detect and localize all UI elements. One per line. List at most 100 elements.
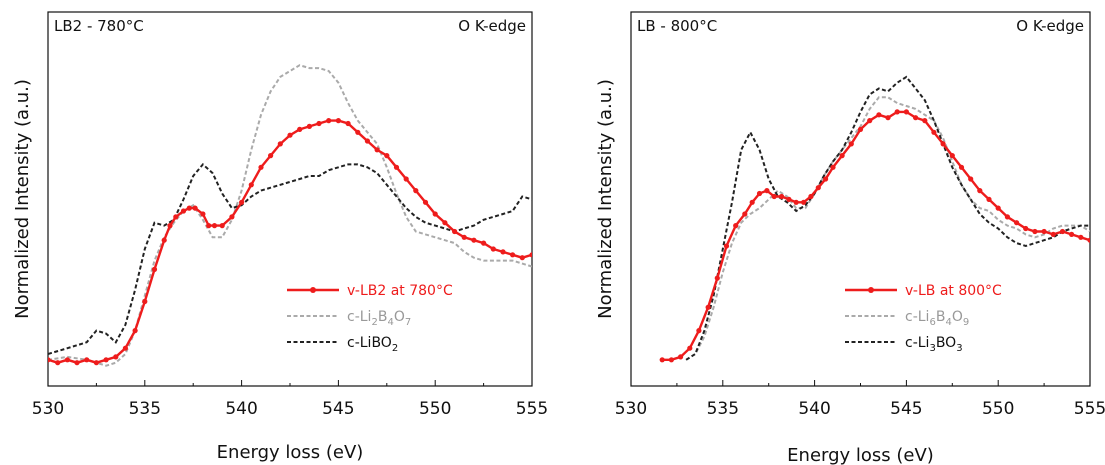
data-point — [894, 109, 900, 115]
data-point — [151, 266, 158, 272]
data-point — [771, 193, 777, 200]
data-point — [867, 118, 873, 124]
data-point — [64, 357, 70, 363]
y-axis-label: Normalized Intensity (a.u.) — [595, 79, 616, 319]
data-point — [384, 153, 390, 159]
data-point — [922, 118, 928, 124]
data-point — [422, 199, 429, 205]
data-point — [958, 164, 965, 170]
x-tick-label: 555 — [1074, 399, 1105, 419]
data-point — [1014, 220, 1020, 226]
data-point — [122, 345, 128, 351]
data-point — [306, 123, 312, 129]
data-point — [705, 304, 711, 310]
x-tick-label: 540 — [798, 399, 830, 419]
data-point — [229, 214, 235, 220]
data-point — [931, 129, 937, 135]
data-point — [364, 138, 370, 144]
data-point — [403, 176, 409, 182]
x-tick-label: 555 — [516, 399, 548, 419]
data-point — [48, 357, 51, 363]
data-point — [823, 176, 829, 182]
data-point — [903, 109, 910, 115]
data-point — [1041, 228, 1047, 235]
data-point — [659, 357, 665, 363]
chart-panel-2: 530 535 540 545 550 555 Energy loss (eV) Normal… — [595, 11, 1105, 465]
legend-label: c-Li2B4O7 — [347, 309, 411, 328]
data-point — [374, 147, 380, 153]
data-point — [764, 188, 770, 194]
legend-label: v-LB2 at 780°C — [347, 283, 453, 299]
x-axis-label: Energy loss (eV) — [217, 442, 364, 463]
panel-label: LB - 800°C — [637, 17, 717, 35]
legend-label: c-Li3BO3 — [905, 335, 963, 354]
data-point — [696, 328, 702, 334]
data-point — [345, 120, 351, 127]
data-point — [714, 275, 720, 281]
data-point — [461, 234, 467, 240]
data-point — [1032, 228, 1038, 235]
x-tick-label: 535 — [707, 399, 739, 419]
data-point — [808, 193, 814, 200]
legend-label: c-Li6B4O9 — [905, 309, 969, 328]
data-point — [219, 223, 225, 229]
data-point — [913, 115, 919, 121]
series-line-1 — [48, 119, 532, 364]
legend-marker — [868, 287, 874, 293]
data-point — [1078, 234, 1084, 240]
data-point — [84, 357, 90, 363]
data-point — [1004, 214, 1011, 220]
x-tick-label: 545 — [890, 399, 922, 419]
data-point — [1069, 231, 1075, 237]
data-point — [1023, 225, 1029, 232]
data-point — [830, 164, 836, 170]
data-point — [442, 220, 448, 226]
data-point — [848, 141, 854, 147]
data-point — [142, 298, 148, 305]
data-point — [786, 196, 792, 202]
data-point — [316, 120, 322, 127]
x-tick-label: 550 — [982, 399, 1014, 419]
data-point — [355, 129, 361, 135]
data-point — [277, 141, 283, 147]
data-point — [839, 153, 845, 159]
data-point — [940, 141, 946, 147]
data-point — [986, 196, 992, 202]
edge-label: O K-edge — [1016, 17, 1084, 35]
data-point — [1059, 228, 1066, 235]
data-point — [815, 185, 821, 191]
data-point — [268, 153, 274, 159]
x-tick-label: 535 — [129, 399, 161, 419]
x-tick-label: 540 — [225, 399, 257, 419]
data-point — [977, 188, 983, 194]
data-point — [668, 357, 675, 363]
data-point — [529, 252, 532, 258]
data-point — [113, 354, 119, 360]
data-point — [211, 223, 218, 229]
chart-panel-1: 530 535 540 545 550 555 Energy loss (eV) Normal… — [12, 11, 548, 463]
data-point — [949, 153, 955, 159]
y-axis-label: Normalized Intensity (a.u.) — [12, 79, 33, 319]
data-point — [326, 118, 332, 124]
data-point — [297, 126, 303, 132]
data-point — [857, 126, 864, 132]
x-tick-label: 530 — [32, 399, 64, 419]
data-point — [1050, 231, 1056, 237]
data-point — [258, 164, 264, 170]
data-point — [733, 223, 739, 229]
data-point — [793, 199, 799, 205]
data-point — [519, 255, 525, 261]
data-point — [248, 182, 254, 188]
x-tick-label: 530 — [615, 399, 647, 419]
panel-label: LB2 - 780°C — [54, 17, 144, 35]
data-point — [471, 237, 477, 243]
data-point — [779, 193, 785, 200]
data-point — [167, 223, 173, 229]
data-point — [173, 214, 179, 220]
data-point — [876, 112, 882, 118]
data-point — [186, 205, 192, 211]
data-point — [500, 249, 506, 255]
data-point — [287, 132, 293, 138]
series-line-2 — [48, 64, 532, 367]
data-point — [335, 118, 341, 124]
